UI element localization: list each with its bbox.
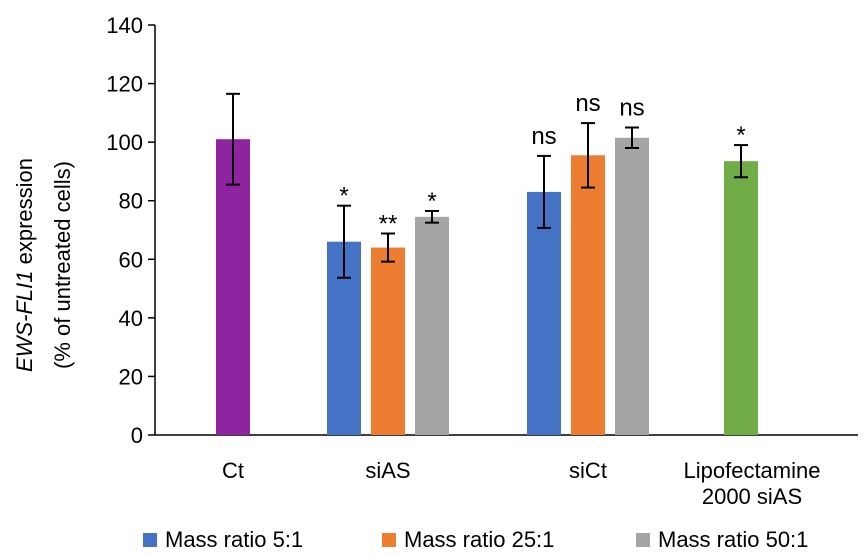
bar-2-2 [615, 137, 649, 435]
bar-0-0 [216, 139, 250, 435]
y-tick-label: 40 [119, 306, 143, 331]
bar-1-1 [371, 247, 405, 435]
significance-label: ns [619, 95, 644, 122]
y-tick-label: 20 [119, 364, 143, 389]
category-label: 2000 siAS [702, 484, 802, 509]
legend-label: Mass ratio 5:1 [165, 527, 303, 552]
y-axis-label-line2: (% of untreated cells) [50, 161, 75, 369]
bar-2-1 [571, 155, 605, 436]
y-axis-label-rest: expression [12, 158, 37, 271]
y-tick-label: 140 [106, 13, 143, 38]
y-tick-label: 60 [119, 247, 143, 272]
significance-label: ** [379, 211, 398, 238]
legend-swatch [382, 533, 396, 547]
axes: 0 20 40 60 80 100 120 140 [106, 13, 858, 448]
y-tick-label: 120 [106, 72, 143, 97]
significance-label: * [339, 183, 348, 210]
legend-swatch [636, 533, 650, 547]
legend-swatch [143, 533, 157, 547]
category-label: Ct [222, 458, 244, 483]
bar-2-0 [527, 191, 561, 435]
y-tick-label: 80 [119, 189, 143, 214]
bar-3-0 [724, 161, 758, 435]
category-label: Lipofectamine [684, 458, 821, 483]
significance-label: ns [575, 90, 600, 117]
legend: Mass ratio 5:1 Mass ratio 25:1 Mass ratio … [143, 527, 808, 552]
significance-label: ns [531, 123, 556, 150]
significance-label: * [736, 122, 745, 149]
significance-label: * [427, 188, 436, 215]
bar-1-2 [415, 216, 449, 435]
category-label: siAS [365, 458, 410, 483]
y-axis-label: EWS-FLI1 expression [12, 158, 37, 372]
legend-label: Mass ratio 25:1 [404, 527, 554, 552]
category-label: siCt [569, 458, 607, 483]
y-tick-label: 0 [131, 423, 143, 448]
y-axis-label-italic: EWS-FLI1 [12, 271, 37, 372]
y-tick-label: 100 [106, 130, 143, 155]
legend-label: Mass ratio 50:1 [658, 527, 808, 552]
bars [216, 92, 758, 436]
